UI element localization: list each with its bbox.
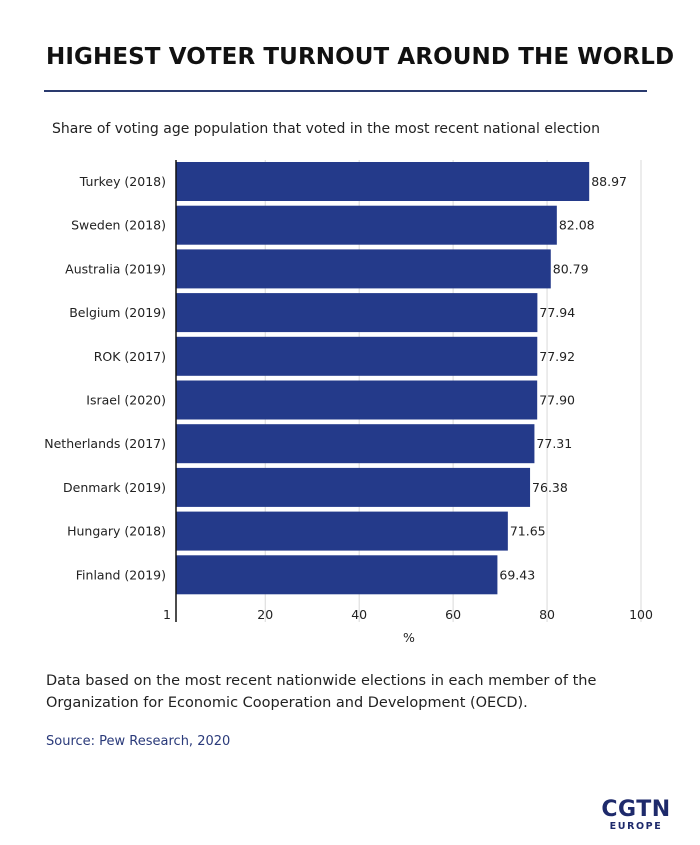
value-label: 80.79	[553, 261, 589, 276]
category-label: Netherlands (2017)	[44, 436, 166, 451]
value-label: 76.38	[532, 480, 568, 495]
bar	[176, 162, 590, 201]
category-label: Australia (2019)	[65, 261, 166, 276]
bars	[176, 162, 590, 595]
logo-subtitle: EUROPE	[609, 821, 663, 832]
cgtn-europe-logo: CGTN EUROPE	[601, 798, 671, 832]
x-tick-label: 100	[629, 607, 653, 622]
x-tick-label: 40	[351, 607, 367, 622]
value-label: 77.90	[539, 393, 575, 408]
bar	[176, 424, 535, 464]
bar	[176, 555, 498, 595]
footnote: Data based on the most recent nationwide…	[46, 673, 597, 711]
x-tick-label: 1	[163, 607, 171, 622]
chart-title: HIGHEST VOTER TURNOUT AROUND THE WORLD	[46, 44, 675, 70]
value-label: 77.31	[536, 436, 572, 451]
category-label: Sweden (2018)	[71, 218, 166, 233]
x-tick-labels: 1 20 40 60 80 100	[163, 607, 653, 622]
bar	[176, 205, 557, 245]
value-label: 88.97	[591, 174, 627, 189]
category-label: Turkey (2018)	[79, 174, 166, 189]
logo-wordmark: CGTN	[601, 797, 671, 822]
bar	[176, 467, 531, 507]
category-labels: Turkey (2018) Sweden (2018) Australia (201…	[44, 174, 166, 582]
value-label: 77.92	[539, 349, 575, 364]
category-label: Belgium (2019)	[69, 305, 166, 320]
x-tick-label: 20	[257, 607, 273, 622]
source-credit: Source: Pew Research, 2020	[46, 734, 231, 749]
category-label: Hungary (2018)	[67, 524, 166, 539]
category-label: ROK (2017)	[94, 349, 166, 364]
bar	[176, 293, 538, 333]
x-tick-label: 80	[539, 607, 555, 622]
value-label: 77.94	[539, 305, 575, 320]
x-axis-title: %	[403, 630, 415, 645]
category-label: Israel (2020)	[86, 393, 166, 408]
bar	[176, 511, 508, 551]
value-labels: 88.97 82.08 80.79 77.94 77.92 77.90 77.31 76.38…	[499, 174, 627, 582]
chart-subtitle: Share of voting age population that vote…	[52, 121, 600, 137]
value-label: 69.43	[499, 567, 535, 582]
category-label: Denmark (2019)	[63, 480, 166, 495]
bar-chart: Turkey (2018) Sweden (2018) Australia (201…	[44, 160, 653, 645]
bar	[176, 336, 538, 376]
value-label: 71.65	[510, 524, 546, 539]
bar	[176, 380, 538, 420]
category-label: Finland (2019)	[76, 567, 166, 582]
bar	[176, 249, 551, 289]
value-label: 82.08	[559, 218, 595, 233]
title-divider	[44, 90, 647, 92]
x-tick-label: 60	[445, 607, 461, 622]
